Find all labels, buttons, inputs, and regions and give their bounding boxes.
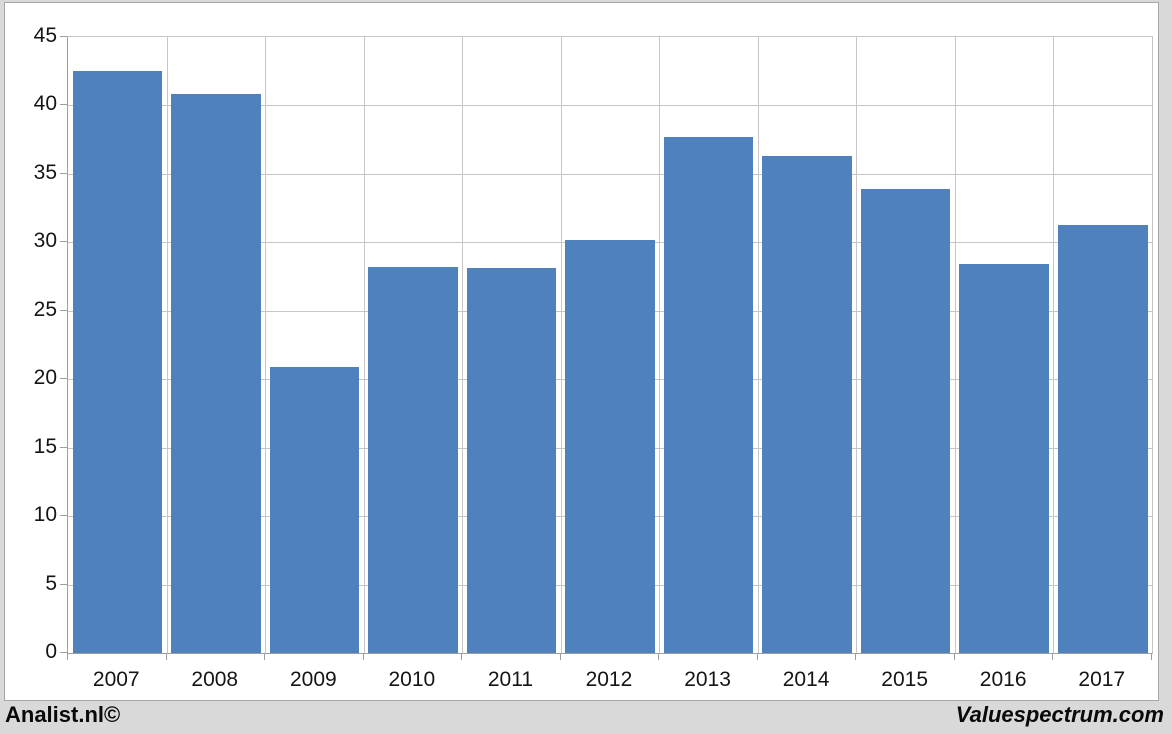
y-axis-tick (60, 36, 67, 37)
x-axis-label: 2008 (191, 668, 239, 691)
y-axis-tick (60, 652, 67, 653)
x-axis-label: 2015 (881, 668, 928, 691)
bar-2016 (959, 264, 1049, 653)
y-axis-tick (60, 310, 67, 311)
x-axis-label: 2014 (782, 668, 830, 691)
y-axis-label: 20 (33, 366, 57, 389)
plot-area (67, 36, 1153, 654)
x-axis-tick (757, 654, 758, 660)
y-axis-tick (60, 378, 67, 379)
bar-2009 (269, 367, 360, 653)
gridline-vertical (265, 37, 266, 653)
x-axis-tick (166, 654, 167, 660)
x-axis-label: 2017 (1078, 668, 1126, 691)
x-axis-tick (1151, 654, 1152, 660)
x-axis-label: 2013 (684, 668, 731, 691)
y-axis-label: 40 (33, 92, 57, 115)
bar-2008 (171, 94, 261, 653)
bar-2013 (663, 137, 754, 653)
gridline-vertical (659, 37, 660, 653)
gridline-vertical (364, 37, 365, 653)
x-axis-tick (560, 654, 561, 660)
gridline-vertical (561, 37, 562, 653)
x-axis-tick (264, 654, 265, 660)
bar-2014 (762, 156, 852, 653)
gridline-vertical (856, 37, 857, 653)
gridline-vertical (462, 37, 463, 653)
bar-2010 (368, 267, 458, 653)
y-axis-label: 30 (33, 229, 57, 252)
chart-panel: 45 40 35 30 25 20 15 10 5 0 2007 2008 2009 2010 2011 20… (4, 2, 1159, 701)
x-axis-tick (1052, 654, 1053, 660)
y-axis-tick (60, 584, 67, 585)
y-axis-label: 15 (33, 435, 57, 458)
footer-brand-right: Valuespectrum.com (955, 702, 1164, 727)
bar-2007 (72, 71, 162, 653)
y-axis-label: 5 (45, 572, 57, 595)
x-axis-tick (363, 654, 364, 660)
x-axis-label: 2007 (92, 668, 140, 691)
y-axis-label: 0 (45, 640, 57, 663)
gridline-horizontal (68, 174, 1152, 175)
y-axis-tick (60, 515, 67, 516)
y-axis-tick (60, 173, 67, 174)
x-axis-tick (954, 654, 955, 660)
gridline-vertical (1053, 37, 1054, 653)
y-axis-label: 25 (33, 298, 57, 321)
gridline-vertical (758, 37, 759, 653)
x-axis-label: 2012 (585, 668, 633, 691)
x-axis-label: 2009 (289, 668, 337, 691)
y-axis-tick (60, 447, 67, 448)
x-axis-tick (855, 654, 856, 660)
x-axis-label: 2016 (979, 668, 1027, 691)
bar-2015 (860, 189, 951, 653)
gridline-vertical (955, 37, 956, 653)
gridline-vertical (167, 37, 168, 653)
y-axis-label: 45 (33, 24, 57, 47)
y-axis-tick (60, 104, 67, 105)
x-axis-label: 2010 (388, 668, 436, 691)
footer-brand-left: Analist.nl© (5, 702, 121, 727)
x-axis-tick (67, 654, 68, 660)
bar-2017 (1058, 225, 1148, 653)
y-axis-label: 10 (33, 503, 57, 526)
x-axis-tick (658, 654, 659, 660)
x-axis-tick (461, 654, 462, 660)
bar-2011 (466, 268, 557, 653)
gridline-horizontal (68, 105, 1152, 106)
x-axis-label: 2011 (487, 668, 534, 691)
y-axis-tick (60, 241, 67, 242)
bar-2012 (565, 240, 655, 653)
y-axis-label: 35 (33, 161, 57, 184)
